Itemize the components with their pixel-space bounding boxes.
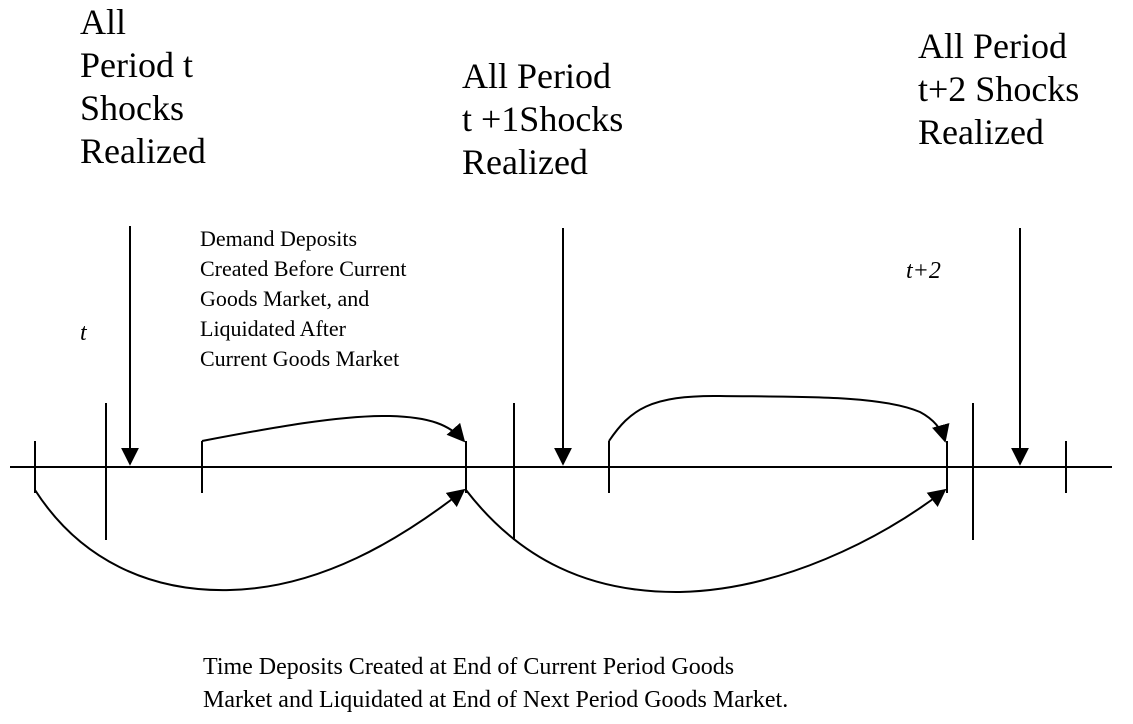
shock-label: All Period — [918, 26, 1067, 66]
demand-deposit-arc — [201, 414, 466, 443]
shock-label: Realized — [80, 131, 206, 171]
demand-deposits-note: Goods Market, and — [200, 286, 369, 311]
shock-label: Shocks — [80, 88, 184, 128]
demand-deposit-arc — [608, 394, 950, 443]
demand-deposits-note: Created Before Current — [200, 256, 406, 281]
demand-deposits-note: Liquidated After — [200, 316, 347, 341]
shock-label: t +1Shocks — [462, 99, 623, 139]
demand-deposits-note: Current Goods Market — [200, 346, 399, 371]
shock-label: Realized — [918, 112, 1044, 152]
shock-label: All Period — [462, 56, 611, 96]
time-deposits-note: Market and Liquidated at End of Next Per… — [203, 687, 788, 713]
demand-deposits-note: Demand Deposits — [200, 226, 357, 251]
time-deposit-arc — [34, 488, 466, 592]
time-deposits-note: Time Deposits Created at End of Current … — [203, 654, 734, 680]
shock-label: Period t — [80, 45, 193, 85]
shock-label: All — [80, 2, 126, 42]
period-label: t — [80, 320, 88, 346]
shock-label: Realized — [462, 142, 588, 182]
period-label: t+2 — [906, 258, 941, 284]
shock-label: t+2 Shocks — [918, 69, 1079, 109]
time-deposit-arc — [465, 488, 947, 594]
